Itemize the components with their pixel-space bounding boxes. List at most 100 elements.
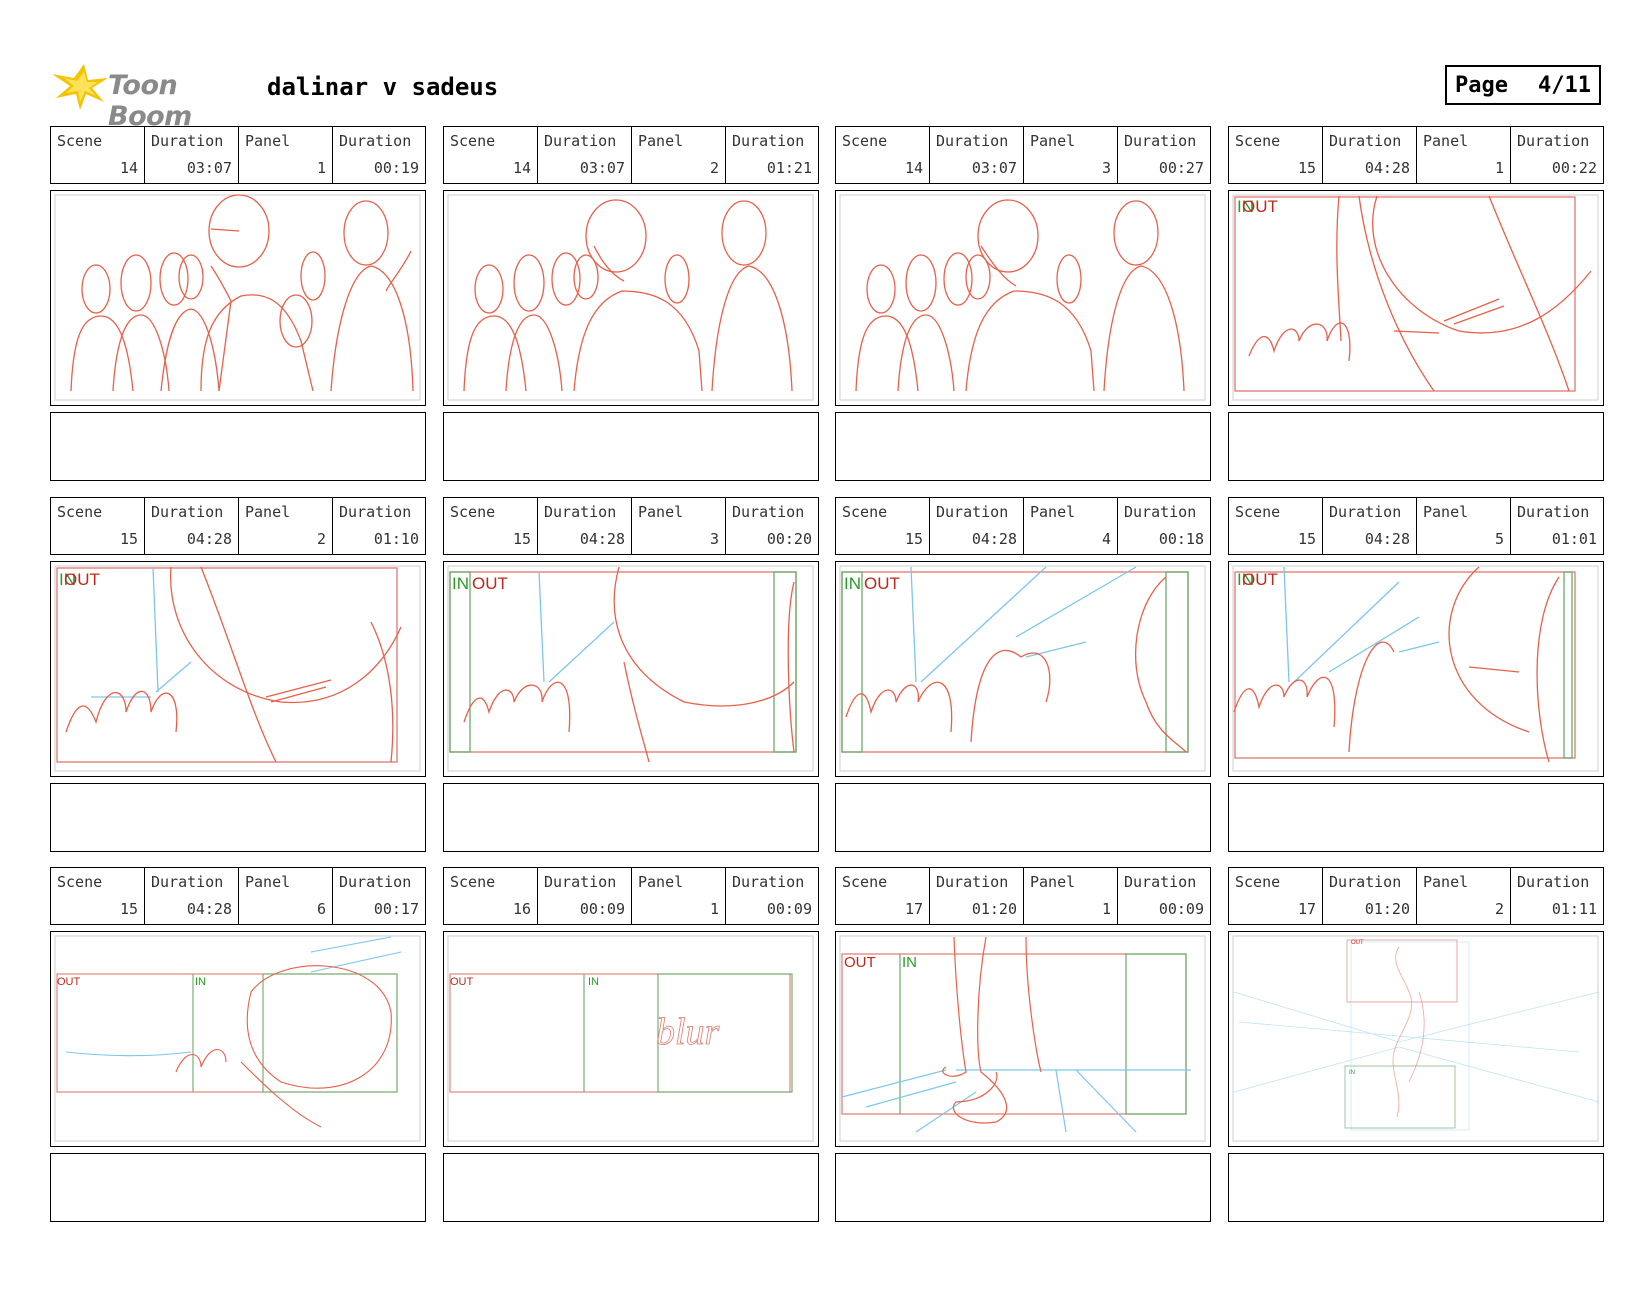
scene-duration: 00:09 (579, 900, 625, 918)
panel-notes-box[interactable] (50, 412, 426, 481)
panel-image-frame[interactable]: OUT IN (835, 931, 1211, 1147)
panel-number: 6 (316, 900, 326, 918)
scene-cell: Scene 15 (51, 868, 145, 924)
panel-label: Panel (1423, 873, 1469, 891)
panel-image-frame[interactable]: IN OUT (835, 561, 1211, 777)
scene-duration-cell: Duration 03:07 (145, 127, 239, 183)
panel-label: Panel (1423, 503, 1469, 521)
page-label: Page (1455, 72, 1508, 98)
duration-label: Duration (1329, 873, 1402, 891)
scene-number: 15 (512, 530, 531, 548)
scene-number: 17 (904, 900, 923, 918)
duration-label: Duration (936, 873, 1009, 891)
scene-duration-cell: Duration 04:28 (538, 498, 632, 554)
panel-duration: 00:18 (1158, 530, 1204, 548)
panel-notes-box[interactable] (50, 783, 426, 852)
panel-notes-box[interactable] (443, 412, 819, 481)
scene-number: 14 (119, 159, 138, 177)
duration-label: Duration (1124, 132, 1197, 150)
panel-number: 5 (1494, 530, 1504, 548)
mark-out-label: OUT (844, 954, 876, 971)
mark-in-label: IN (844, 574, 861, 593)
scene-duration-cell: Duration 01:20 (930, 868, 1024, 924)
panel-cell: Panel 4 (1024, 498, 1118, 554)
panel-notes-box[interactable] (1228, 1153, 1604, 1222)
scene-label: Scene (842, 132, 888, 150)
panel-image-frame[interactable] (50, 190, 426, 406)
panel-sketch (1232, 935, 1600, 1142)
panel-sketch (54, 565, 421, 772)
scene-cell: Scene 14 (444, 127, 538, 183)
panel-cell: Panel 5 (1417, 498, 1511, 554)
panel-notes-box[interactable] (1228, 783, 1604, 852)
panel-duration: 00:22 (1551, 159, 1597, 177)
panel-image-frame[interactable]: IN OUT (1228, 561, 1604, 777)
panel-notes-box[interactable] (835, 783, 1211, 852)
scene-number: 14 (512, 159, 531, 177)
panel-cell: Panel 3 (632, 498, 726, 554)
toon-boom-logo: Toon Boom (50, 58, 250, 132)
mark-out-label: OUT (1351, 940, 1364, 946)
duration-label: Duration (151, 132, 224, 150)
duration-label: Duration (732, 503, 805, 521)
duration-label: Duration (544, 873, 617, 891)
panel-image-frame[interactable]: OUT IN (50, 931, 426, 1147)
panel-duration: 00:20 (766, 530, 812, 548)
scene-cell: Scene 16 (444, 868, 538, 924)
scene-cell: Scene 15 (1229, 127, 1323, 183)
scene-duration: 01:20 (1364, 900, 1410, 918)
panel-image-frame[interactable]: OUT IN (1228, 931, 1604, 1147)
scene-cell: Scene 14 (836, 127, 930, 183)
panel-cell: Panel 1 (239, 127, 333, 183)
panel-sketch (54, 935, 421, 1142)
panel-notes-box[interactable] (443, 783, 819, 852)
scene-duration: 04:28 (579, 530, 625, 548)
panel-duration-cell: Duration 00:22 (1511, 127, 1603, 183)
panel-cell: Panel 2 (1417, 868, 1511, 924)
panel-label: Panel (1423, 132, 1469, 150)
panel-image-frame[interactable]: IN OUT (443, 561, 819, 777)
panel-sketch (839, 935, 1206, 1142)
panel-image-frame[interactable]: IN OUT (1228, 190, 1604, 406)
panel-notes-box[interactable] (835, 1153, 1211, 1222)
duration-label: Duration (1517, 132, 1590, 150)
scene-duration: 04:28 (186, 530, 232, 548)
duration-label: Duration (1517, 503, 1590, 521)
mark-in-label: IN (59, 570, 76, 589)
page-indicator: Page 4/11 (1445, 65, 1601, 105)
scene-cell: Scene 15 (836, 498, 930, 554)
panel-cell: Panel 2 (239, 498, 333, 554)
mark-in-label: IN (588, 976, 599, 988)
panel-cell: Panel 6 (239, 868, 333, 924)
scene-number: 15 (1297, 159, 1316, 177)
panel-image-frame[interactable]: blur OUT IN (443, 931, 819, 1147)
starburst-icon (52, 64, 108, 110)
mark-out-label: OUT (57, 976, 81, 988)
panel-notes-box[interactable] (835, 412, 1211, 481)
panel-notes-box[interactable] (50, 1153, 426, 1222)
panel-duration: 00:19 (373, 159, 419, 177)
scene-number: 16 (512, 900, 531, 918)
panel-notes-box[interactable] (443, 1153, 819, 1222)
scene-duration-cell: Duration 03:07 (930, 127, 1024, 183)
panel-label: Panel (1030, 503, 1076, 521)
panel-notes-box[interactable] (1228, 412, 1604, 481)
panel-cell: Panel 2 (632, 127, 726, 183)
mark-out-label: OUT (450, 976, 474, 988)
duration-label: Duration (936, 503, 1009, 521)
panel-image-frame[interactable]: IN OUT (50, 561, 426, 777)
duration-label: Duration (544, 132, 617, 150)
logo-text: Toon Boom (108, 70, 192, 132)
panel-duration-cell: Duration 00:17 (333, 868, 425, 924)
panel-image-frame[interactable] (443, 190, 819, 406)
panel-image-frame[interactable] (835, 190, 1211, 406)
panel-duration-cell: Duration 00:27 (1118, 127, 1210, 183)
scene-label: Scene (57, 132, 103, 150)
mark-out-label: OUT (1242, 197, 1278, 216)
panel-info-bar: Scene 15 Duration 04:28 Panel 5 Duration… (1228, 497, 1604, 555)
scene-duration: 04:28 (1364, 159, 1410, 177)
panel-label: Panel (1030, 132, 1076, 150)
panel-duration-cell: Duration 00:09 (1118, 868, 1210, 924)
scene-label: Scene (450, 132, 496, 150)
mark-in-label: IN (1349, 1070, 1355, 1076)
